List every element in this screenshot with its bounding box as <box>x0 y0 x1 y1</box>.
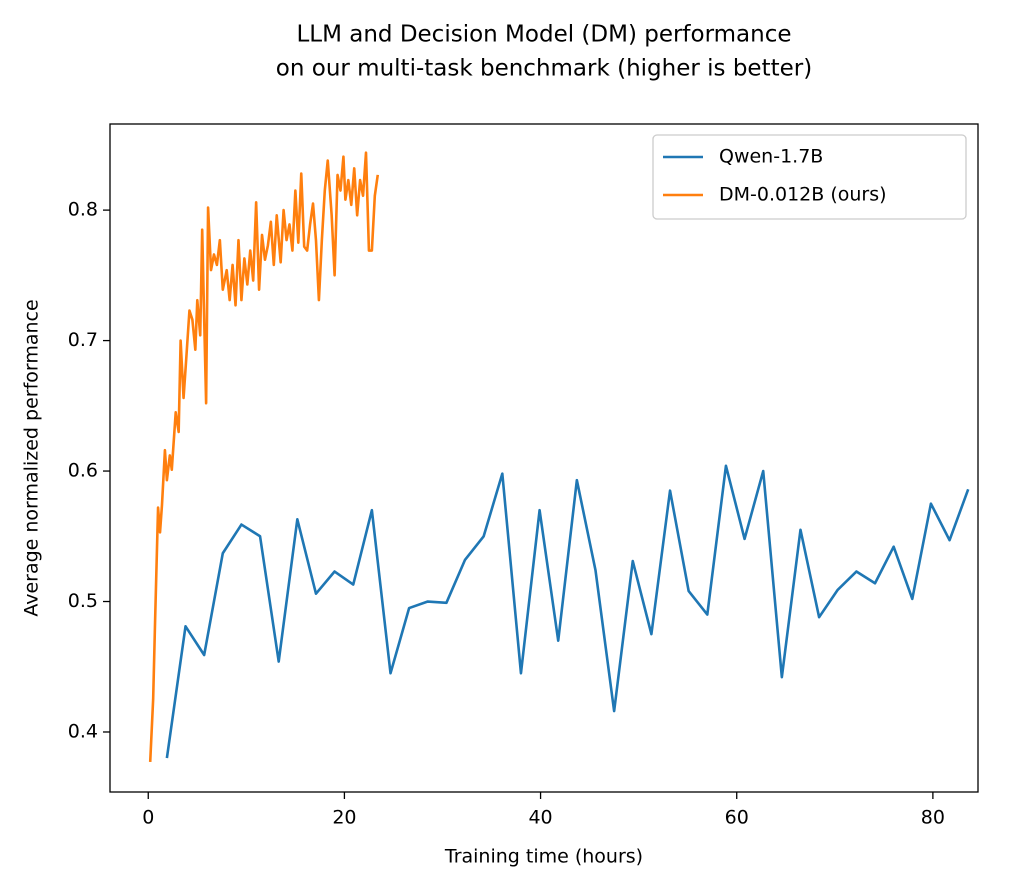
legend-label: Qwen-1.7B <box>719 146 823 168</box>
chart-title: on our multi-task benchmark (higher is b… <box>276 56 812 82</box>
legend-label: DM-0.012B (ours) <box>719 184 887 206</box>
chart-title: LLM and Decision Model (DM) performance <box>296 22 791 48</box>
x-tick-label: 40 <box>528 807 552 829</box>
plot-frame <box>109 123 979 793</box>
series-line <box>148 151 380 763</box>
legend-box <box>652 134 967 220</box>
y-axis-label: Average normalized performance <box>21 299 43 616</box>
x-tick-label: 0 <box>142 807 154 829</box>
x-tick-label: 80 <box>921 807 945 829</box>
y-tick-label: 0.5 <box>68 590 98 612</box>
x-tick-label: 60 <box>725 807 749 829</box>
y-tick-label: 0.4 <box>68 720 98 742</box>
y-tick-label: 0.7 <box>68 329 98 351</box>
y-tick-label: 0.8 <box>68 199 98 221</box>
x-tick-label: 20 <box>332 807 356 829</box>
x-axis-label: Training time (hours) <box>444 846 643 868</box>
series-line <box>165 464 970 759</box>
y-tick-label: 0.6 <box>68 460 98 482</box>
